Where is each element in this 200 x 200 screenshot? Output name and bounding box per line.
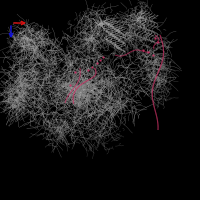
Point — [156, 40, 160, 44]
Point — [151, 53, 155, 57]
Point — [146, 50, 150, 54]
Point — [153, 36, 157, 40]
Point — [90, 65, 94, 69]
Point — [101, 55, 105, 59]
Point — [73, 70, 77, 74]
Point — [86, 68, 90, 72]
Point — [141, 48, 145, 52]
Point — [68, 83, 72, 87]
Point — [98, 58, 102, 62]
Point — [95, 61, 99, 65]
